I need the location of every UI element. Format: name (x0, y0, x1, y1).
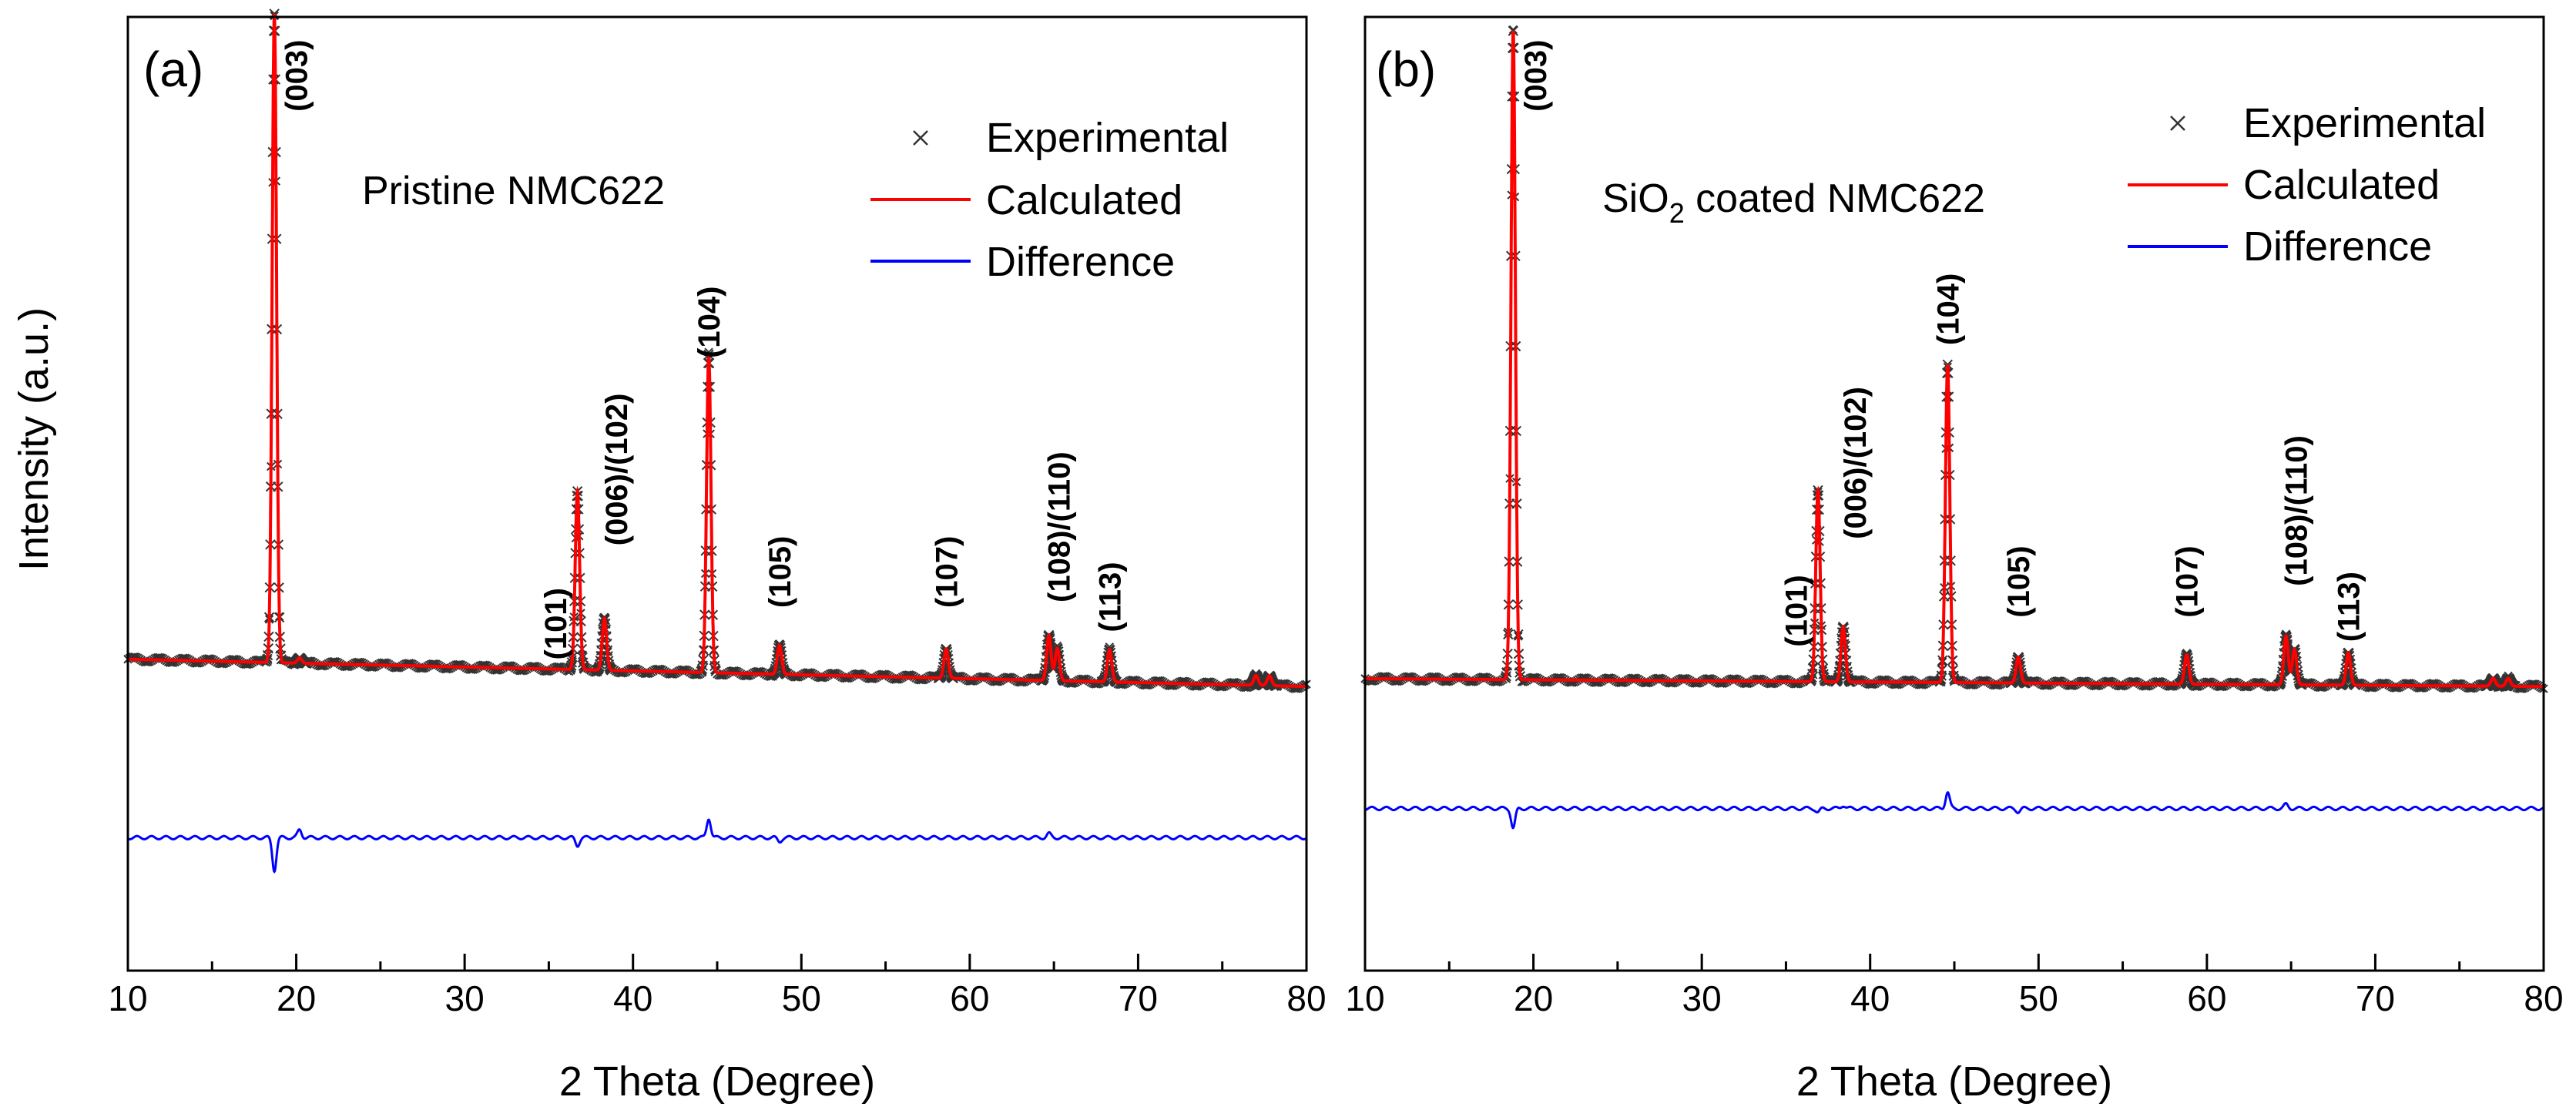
legend-calculated-label: Calculated (2243, 162, 2440, 208)
peak-label: (006)/(102) (1839, 387, 1873, 539)
x-tick-label: 30 (1682, 978, 1722, 1018)
x-tick-label: 10 (108, 978, 147, 1018)
sample-label-subscript: 2 (1669, 197, 1685, 229)
x-tick-label: 80 (1286, 978, 1326, 1018)
peak-label: (101) (1780, 575, 1814, 646)
legend-experimental-label: Experimental (986, 115, 1229, 161)
peak-label: (003) (1519, 40, 1553, 112)
peak-label: (107) (930, 536, 964, 608)
x-tick-label: 20 (277, 978, 316, 1018)
panel-b-legend: Experimental Calculated Difference (2128, 100, 2486, 270)
x-tick-label: 40 (613, 978, 652, 1018)
x-tick-label: 20 (1514, 978, 1553, 1018)
legend-marker (2170, 116, 2185, 131)
panel-a-legend: Experimental Calculated Difference (870, 115, 1229, 285)
x-tick-label: 10 (1345, 978, 1384, 1018)
legend-calculated-label: Calculated (986, 177, 1182, 223)
x-tick-label: 60 (2187, 978, 2226, 1018)
peak-label: (108)/(110) (2280, 435, 2314, 586)
panel-a-sample-label: Pristine NMC622 (362, 169, 665, 213)
calculated-curve (128, 13, 1306, 689)
x-tick-label: 30 (445, 978, 485, 1018)
panel-a-x-axis-title: 2 Theta (Degree) (559, 1058, 875, 1105)
peak-label: (113) (2333, 572, 2366, 642)
x-tick-label: 70 (2356, 978, 2395, 1018)
panel-b-x-axis-title: 2 Theta (Degree) (1796, 1058, 2112, 1105)
difference-curve (127, 818, 1307, 874)
x-tick-label: 40 (1850, 978, 1890, 1018)
peak-label: (101) (539, 588, 573, 659)
peak-label: (105) (763, 536, 797, 608)
x-tick-label: 50 (2019, 978, 2058, 1018)
legend-experimental-label: Experimental (2243, 100, 2486, 146)
y-axis-title: Intensity (a.u.) (11, 307, 57, 571)
x-tick-label: 50 (782, 978, 821, 1018)
peak-label: (113) (1093, 562, 1127, 632)
calculated-curve (1365, 30, 2544, 689)
difference-curve (1364, 791, 2544, 830)
legend-difference-label: Difference (2243, 223, 2432, 270)
panel-b: 10 20 30 40 50 60 70 80 (b) SiO2 coated NMC622 … (1345, 15, 2564, 1105)
peak-label: (003) (280, 40, 314, 112)
panel-a: 10 20 30 40 50 60 70 80 (a) Pristine NMC622 Exp… (108, 8, 1327, 1105)
peak-label: (108)/(110) (1043, 451, 1077, 602)
legend-marker (913, 130, 928, 146)
peak-label: (104) (1931, 273, 1965, 345)
sample-label-suffix: coated NMC622 (1685, 176, 1985, 221)
panel-b-sample-label: SiO2 coated NMC622 (1602, 176, 1985, 229)
panel-a-label: (a) (143, 42, 203, 97)
panel-b-frame (1363, 15, 2545, 972)
x-tick-label: 80 (2524, 978, 2563, 1018)
peak-label: (107) (2171, 545, 2205, 617)
x-tick-label: 70 (1119, 978, 1158, 1018)
peak-label: (104) (693, 287, 726, 358)
legend-difference-label: Difference (986, 239, 1175, 285)
peak-label: (006)/(102) (600, 394, 634, 546)
x-tick-label: 60 (950, 978, 989, 1018)
sample-label-prefix: SiO (1602, 176, 1669, 221)
panel-b-label: (b) (1376, 42, 1436, 97)
peak-label: (105) (2002, 545, 2036, 617)
